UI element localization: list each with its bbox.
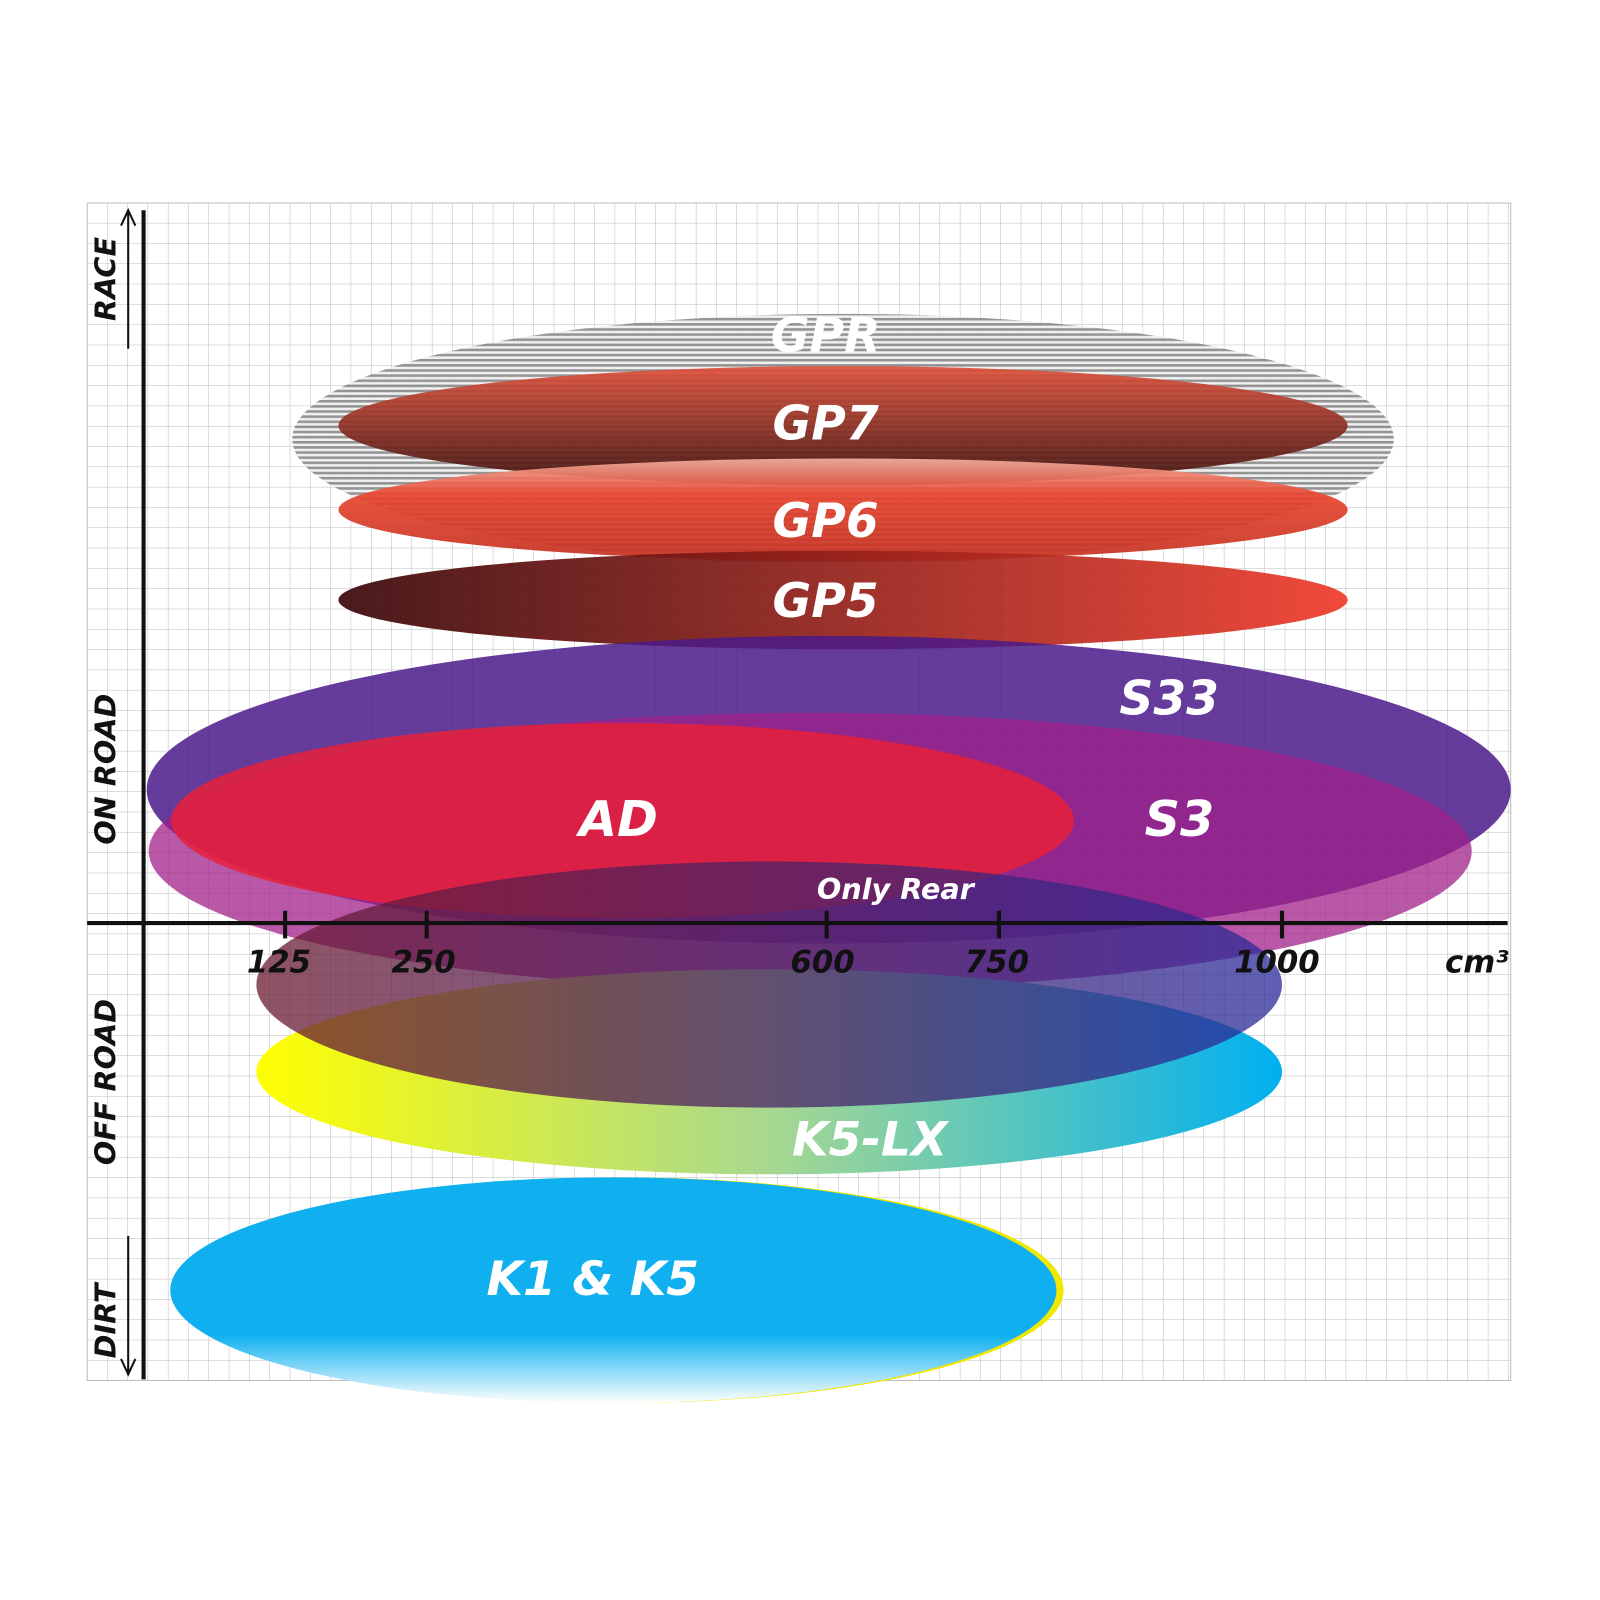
axis-label: DIRT: [89, 1281, 123, 1358]
tyre-label: AD: [575, 790, 658, 848]
tyre-label: GPR: [771, 308, 881, 363]
tyre-label: S3: [1145, 790, 1215, 848]
down-arrow: [120, 1235, 137, 1377]
tyre-label: K5-LX: [792, 1113, 950, 1168]
tyre-label: K1 & K5: [486, 1252, 699, 1307]
gp6-area: [338, 458, 1348, 562]
x-tick-label: 600: [790, 945, 854, 981]
axis-label: RACE: [89, 237, 123, 321]
k1k5-area: [170, 1177, 1057, 1404]
tyre-label: GP7: [773, 397, 879, 452]
x-tick-label: 750: [965, 945, 1029, 981]
only-rear-area: [256, 861, 1282, 1108]
gp5-area: [338, 550, 1348, 650]
up-arrow: [120, 207, 137, 349]
x-tick-label: 1000: [1234, 945, 1320, 981]
tyre-label: GP5: [773, 574, 879, 629]
x-tick-label: 250: [391, 945, 455, 981]
axis-label: OFF ROAD: [89, 999, 123, 1165]
x-ticks: [283, 910, 1285, 939]
tyre-label: S33: [1119, 672, 1219, 727]
diagram: 125 250 600 750 1000 cm³ RACE ON ROAD OF…: [86, 202, 1512, 1404]
x-unit: cm³: [1445, 945, 1509, 981]
tyre-label: GP6: [773, 494, 879, 549]
x-tick-label: 125: [247, 945, 311, 981]
note-label: Only Rear: [817, 872, 976, 906]
gp7-area: [338, 366, 1348, 486]
axis-label: ON ROAD: [89, 694, 123, 845]
